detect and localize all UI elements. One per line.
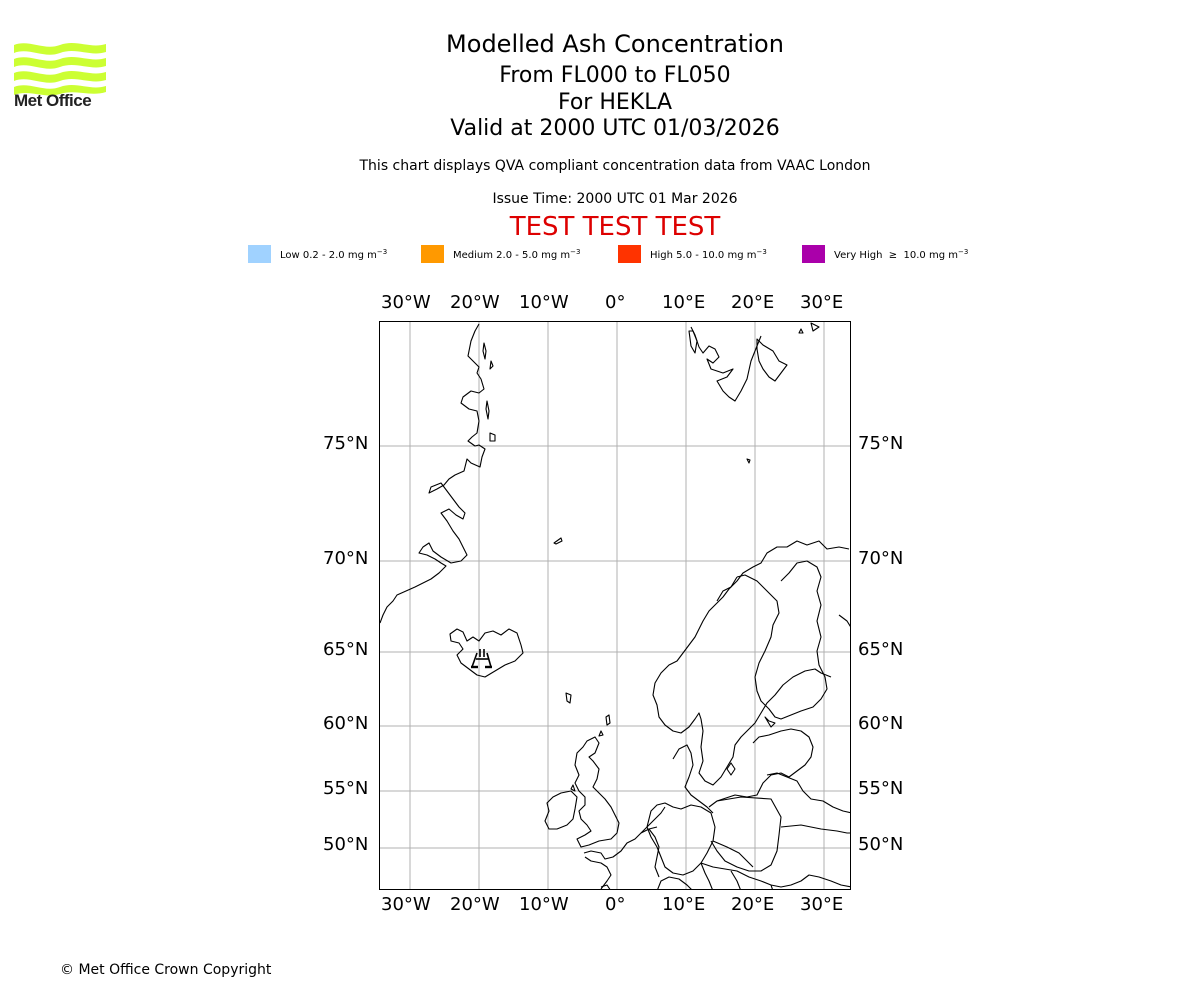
legend-swatch-medium <box>421 245 444 263</box>
ireland-coast <box>544 790 578 830</box>
volcano-icon[interactable] <box>471 649 492 669</box>
legend-swatch-very-high <box>802 245 825 263</box>
lon-tick-bottom-20w: 20°W <box>450 894 500 915</box>
lat-tick-left-55n: 55°N <box>323 778 369 799</box>
legend-label-low: Low 0.2 - 2.0 <box>280 249 345 261</box>
lon-tick-bottom-30w: 30°W <box>381 894 431 915</box>
valid-time: Valid at 2000 UTC 01/03/2026 <box>450 116 780 141</box>
legend-swatch-high <box>618 245 641 263</box>
iceland-coast <box>449 628 524 678</box>
greenland-coast <box>380 323 486 624</box>
lat-tick-left-70n: 70°N <box>323 548 369 569</box>
legend-swatch-low <box>248 245 271 263</box>
lon-tick-bottom-0: 0° <box>605 894 626 915</box>
great-britain-coast <box>574 736 620 848</box>
svalbard-coast <box>690 326 762 402</box>
test-banner: TEST TEST TEST <box>509 212 721 242</box>
lon-tick-top-20w: 20°W <box>450 292 500 313</box>
lon-tick-top-20e: 20°E <box>731 292 775 313</box>
legend-label-medium: Medium 2.0 - 5.0 <box>453 249 538 261</box>
legend-item-medium: Medium 2.0 - 5.0 mg m−3 <box>421 244 580 264</box>
ash-map[interactable] <box>379 321 851 890</box>
lat-tick-right-70n: 70°N <box>858 548 904 569</box>
issue-time: Issue Time: 2000 UTC 01 Mar 2026 <box>492 191 738 207</box>
flight-level-range: From FL000 to FL050 <box>499 63 731 88</box>
legend-item-high: High 5.0 - 10.0 mg m−3 <box>618 244 767 264</box>
lon-tick-top-0: 0° <box>605 292 626 313</box>
lon-tick-bottom-20e: 20°E <box>731 894 775 915</box>
scandinavia-coast <box>652 540 850 786</box>
graticule <box>380 322 850 889</box>
lat-tick-left-75n: 75°N <box>323 433 369 454</box>
lat-tick-left-50n: 50°N <box>323 834 369 855</box>
lat-tick-right-55n: 55°N <box>858 778 904 799</box>
lat-tick-right-50n: 50°N <box>858 834 904 855</box>
legend-label-very-high: Very High ≥ 10.0 <box>834 249 926 261</box>
lon-tick-bottom-10e: 10°E <box>662 894 706 915</box>
lon-tick-top-10w: 10°W <box>519 292 569 313</box>
volcano-name: For HEKLA <box>557 90 673 115</box>
lat-tick-right-65n: 65°N <box>858 639 904 660</box>
lat-tick-right-60n: 60°N <box>858 713 904 734</box>
lat-tick-left-65n: 65°N <box>323 639 369 660</box>
lon-tick-top-30w: 30°W <box>381 292 431 313</box>
legend-label-high: High 5.0 - 10.0 <box>650 249 725 261</box>
met-office-logo-text: Met Office <box>14 91 92 110</box>
lon-tick-top-30e: 30°E <box>800 292 844 313</box>
lon-tick-top-10e: 10°E <box>662 292 706 313</box>
qva-subtitle: This chart displays QVA compliant concen… <box>359 158 871 174</box>
lat-tick-right-75n: 75°N <box>858 433 904 454</box>
legend-item-very-high: Very High ≥ 10.0 mg m−3 <box>802 244 968 264</box>
met-office-logo-icon <box>14 43 106 96</box>
lat-tick-left-60n: 60°N <box>323 713 369 734</box>
lon-tick-bottom-10w: 10°W <box>519 894 569 915</box>
coastlines <box>380 322 850 889</box>
map-canvas <box>380 322 850 889</box>
copyright-notice: © Met Office Crown Copyright <box>60 962 272 978</box>
lon-tick-bottom-30e: 30°E <box>800 894 844 915</box>
chart-title: Modelled Ash Concentration <box>446 30 784 58</box>
legend-item-low: Low 0.2 - 2.0 mg m−3 <box>248 244 387 264</box>
